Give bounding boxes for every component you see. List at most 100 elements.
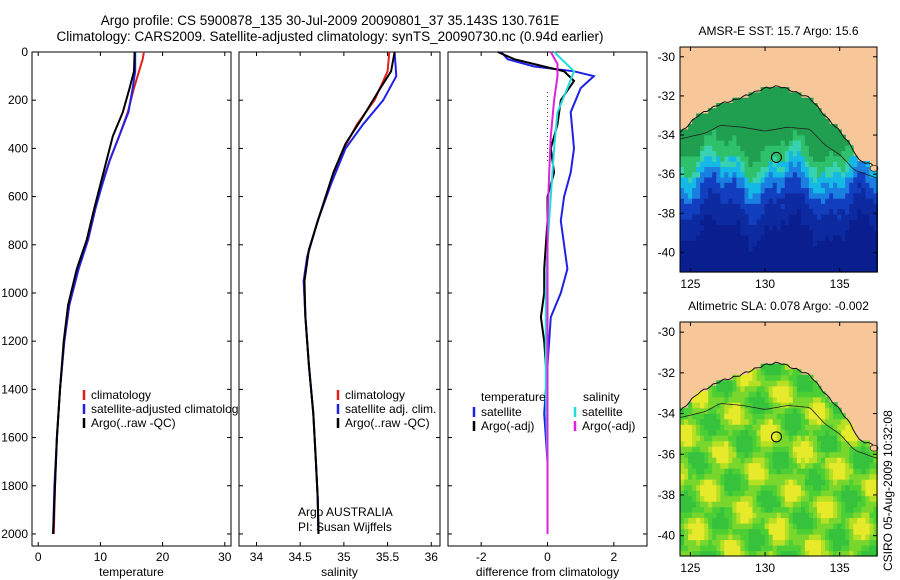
sst-cell (796, 97, 802, 104)
sst-cell (752, 118, 758, 125)
sst-cell (776, 129, 782, 136)
sst-cell (825, 256, 830, 263)
sst-cell (817, 150, 822, 157)
sst-cell (776, 103, 782, 109)
sla-cell (772, 473, 778, 480)
island (869, 444, 879, 452)
sst-cell (845, 145, 850, 152)
sst-cell (829, 166, 834, 173)
sla-cell (772, 457, 778, 464)
sla-cell (825, 539, 830, 546)
sst-cell (772, 182, 778, 189)
sst-cell (724, 134, 729, 141)
sst-cell (744, 208, 750, 215)
sla-cell (845, 550, 850, 557)
sst-cell (841, 145, 846, 152)
sla-cell (756, 418, 762, 425)
sla-cell (688, 545, 693, 552)
sla-cell (736, 418, 741, 425)
sst-cell (792, 229, 798, 236)
sla-cell (712, 424, 717, 431)
sst-cell (768, 139, 774, 146)
sla-cell (857, 545, 862, 552)
sla-cell (861, 490, 866, 497)
sst-cell (728, 250, 733, 257)
sla-cell (800, 451, 806, 458)
sla-cell (728, 418, 733, 425)
sst-cell (780, 261, 786, 268)
sst-cell (833, 266, 838, 273)
sst-cell (724, 261, 729, 268)
sst-cell (845, 166, 850, 173)
sla-cell (704, 517, 709, 524)
sla-cell (684, 479, 689, 486)
sst-cell (841, 245, 846, 252)
sla-cell (776, 380, 782, 387)
sla-cell (736, 391, 741, 398)
sla-cell (720, 435, 725, 442)
sst-cell (700, 155, 705, 162)
sla-cell (829, 506, 834, 513)
sla-cell (804, 440, 810, 447)
sla-cell (825, 484, 830, 491)
sst-cell (684, 213, 689, 220)
sla-cell (708, 457, 713, 464)
sst-cell (700, 187, 705, 194)
sla-cell (684, 418, 689, 425)
sst-cell (808, 187, 814, 194)
sst-cell (804, 145, 810, 152)
sst-cell (680, 229, 685, 236)
sst-cell (788, 187, 794, 194)
sst-cell (873, 240, 878, 247)
sst-cell (768, 187, 774, 194)
sst-cell (760, 129, 766, 136)
sst-cell (692, 240, 697, 247)
sla-cell (808, 506, 814, 513)
sla-cell (732, 506, 737, 513)
sst-cell (696, 198, 701, 204)
sla-cell (764, 440, 770, 447)
sla-cell (688, 407, 693, 414)
sst-cell (684, 261, 689, 268)
sla-cell (720, 380, 725, 387)
sla-cell (740, 468, 745, 475)
sla-cell (688, 457, 693, 464)
sla-cell (817, 539, 822, 546)
sla-cell (700, 479, 705, 486)
sla-cell (776, 391, 782, 398)
sst-cell (764, 129, 770, 136)
sla-cell (792, 374, 798, 381)
sst-cell (688, 203, 693, 210)
sla-cell (736, 506, 741, 513)
sla-cell (784, 363, 790, 370)
sst-cell (704, 113, 709, 120)
sst-cell (804, 229, 810, 236)
sst-cell (772, 134, 778, 141)
sla-cell (804, 473, 810, 480)
sla-cell (829, 473, 834, 480)
sst-cell (853, 229, 858, 236)
sst-cell (873, 213, 878, 220)
sst-cell (776, 182, 782, 189)
sst-cell (784, 203, 790, 210)
sla-cell (792, 407, 798, 414)
sla-cell (720, 512, 725, 519)
sst-cell (728, 124, 733, 130)
sst-cell (776, 235, 782, 241)
sst-cell (869, 266, 874, 273)
sst-cell (740, 150, 745, 157)
sst-cell (837, 155, 842, 162)
sst-cell (788, 256, 794, 263)
sla-cell (808, 539, 814, 546)
sla-cell (841, 418, 846, 425)
sla-cell (796, 446, 802, 453)
sla-cell (853, 501, 858, 508)
sla-cell (700, 539, 705, 546)
sst-cell (768, 166, 774, 173)
sla-cell (720, 539, 725, 546)
sla-cell (728, 501, 733, 508)
sla-cell (873, 528, 878, 535)
sla-cell (680, 413, 685, 420)
sla-cell (865, 512, 870, 519)
sst-cell (756, 192, 762, 199)
